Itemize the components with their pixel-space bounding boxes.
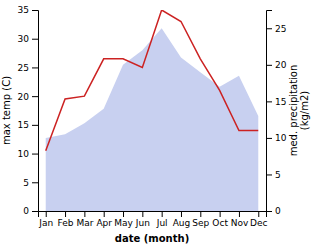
x-axis-tick-label: Nov: [231, 218, 249, 228]
y-axis-tick-label: 10: [18, 149, 30, 159]
y2-axis-tick-label: 0: [275, 206, 281, 216]
x-axis-tick-label: Jan: [38, 218, 53, 228]
x-axis-tick-label: Dec: [250, 218, 267, 228]
x-axis-tick: Apr: [96, 211, 112, 228]
y-axis-tick: 0: [23, 206, 38, 216]
y-axis-tick: 30: [18, 34, 38, 44]
x-axis-tick: Jun: [135, 211, 150, 228]
x-axis-tick: May: [114, 211, 133, 228]
y-axis-tick: 5: [23, 178, 38, 188]
y-axis-tick-mark: [32, 154, 38, 155]
y-axis-tick-mark: [32, 10, 38, 11]
y2-axis-tick-label: 5: [275, 170, 281, 180]
y2-axis-tick: 5: [266, 170, 281, 180]
x-axis-tick: Nov: [231, 211, 249, 228]
x-axis-tick-mark: [46, 211, 47, 217]
y-axis-tick: 15: [18, 120, 38, 130]
x-axis-tick-mark: [123, 211, 124, 217]
y2-axis-tick-mark: [266, 101, 272, 102]
x-axis-tick-mark: [181, 211, 182, 217]
x-axis-tick-mark: [162, 211, 163, 217]
chart: 051015202530350510152025JanFebMarAprMayJ…: [0, 0, 318, 247]
x-axis-tick-label: May: [114, 218, 133, 228]
y-axis-tick-label: 20: [18, 92, 30, 102]
y-axis-tick-label: 0: [23, 206, 29, 216]
y2-axis: 0 5 10 15 20 25: [266, 11, 287, 217]
marks: [46, 10, 259, 211]
x-axis-tick-label: Mar: [76, 218, 93, 228]
y2-axis-tick-mark: [266, 174, 272, 175]
y2-axis-tick: 10: [266, 133, 287, 143]
x-axis-tick-label: Jun: [135, 218, 150, 228]
x-axis-tick-mark: [200, 211, 201, 217]
y-axis-tick: 25: [18, 63, 38, 73]
x-axis-tick: Sep: [192, 211, 209, 228]
y-axis-line: [32, 11, 39, 212]
y-axis-tick: 10: [18, 149, 38, 159]
y-axis-tick-mark: [32, 39, 38, 40]
y2-axis-tick: 0: [266, 206, 281, 216]
x-axis-tick: Feb: [58, 211, 74, 228]
y-axis-title: max temp (C): [1, 76, 12, 145]
plot-area: 051015202530350510152025JanFebMarAprMayJ…: [1, 5, 310, 244]
y2-axis-tick-mark: [266, 65, 272, 66]
x-axis-tick-mark: [84, 211, 85, 217]
y2-axis-tick: 15: [266, 97, 286, 107]
y-axis-tick-mark: [32, 67, 38, 68]
temperature-line: [46, 10, 259, 151]
x-axis-tick-label: Sep: [192, 218, 209, 228]
y-axis-tick-label: 35: [18, 5, 29, 15]
x-axis-tick-mark: [65, 211, 66, 217]
x-axis-tick-label: Aug: [173, 218, 191, 228]
x-axis-title: date (month): [115, 233, 189, 244]
x-axis-tick-mark: [104, 211, 105, 217]
y-axis-tick: 20: [18, 92, 38, 102]
x-axis-tick: Oct: [212, 211, 228, 228]
y2-axis-title: med. precipitation(kg/m2): [288, 65, 310, 157]
y-axis-tick-mark: [32, 125, 38, 126]
y-axis-tick-label: 25: [18, 63, 29, 73]
y2-axis-tick: 20: [266, 60, 287, 70]
precipitation-area: [46, 28, 259, 211]
x-axis-tick: Aug: [173, 211, 191, 228]
x-axis: Jan FebMarAprMayJun Jul AugSepOctNovDec: [38, 211, 267, 228]
y-axis: 0 5 10 15 20 25 30 35: [18, 5, 39, 216]
y-axis-tick: 35: [18, 5, 38, 15]
x-axis-tick: Dec: [250, 211, 267, 228]
x-axis-tick-label: Apr: [96, 218, 112, 228]
y-axis-tick-label: 5: [23, 178, 29, 188]
y2-axis-tick-label: 20: [275, 60, 287, 70]
y2-axis-tick-label: 25: [275, 24, 286, 34]
y2-axis-line: [267, 11, 273, 212]
x-axis-tick-mark: [239, 211, 240, 217]
y2-axis-tick-label: 10: [275, 133, 287, 143]
y-axis-tick-mark: [32, 96, 38, 97]
x-axis-tick: Jul: [156, 211, 168, 228]
y2-axis-title-line: med. precipitation: [288, 65, 299, 157]
y-axis-tick-mark: [32, 211, 38, 212]
y-axis-tick-label: 15: [18, 120, 29, 130]
y2-axis-tick: 25: [266, 24, 286, 34]
x-axis-tick-mark: [142, 211, 143, 217]
x-axis-tick-label: Feb: [58, 218, 74, 228]
x-axis-tick-mark: [220, 211, 221, 217]
x-axis-tick: Jan: [38, 211, 53, 228]
y2-axis-tick-label: 15: [275, 97, 286, 107]
x-axis-tick-mark: [258, 211, 259, 217]
y2-axis-tick-mark: [266, 138, 272, 139]
x-axis-line: [39, 212, 267, 218]
x-axis-tick-label: Jul: [156, 218, 168, 228]
y-axis-tick-label: 30: [18, 34, 30, 44]
y2-axis-tick-mark: [266, 28, 272, 29]
x-axis-tick: Mar: [76, 211, 93, 228]
y-axis-tick-mark: [32, 182, 38, 183]
y2-axis-title-line: (kg/m2): [299, 91, 310, 131]
x-axis-tick-label: Oct: [212, 218, 228, 228]
